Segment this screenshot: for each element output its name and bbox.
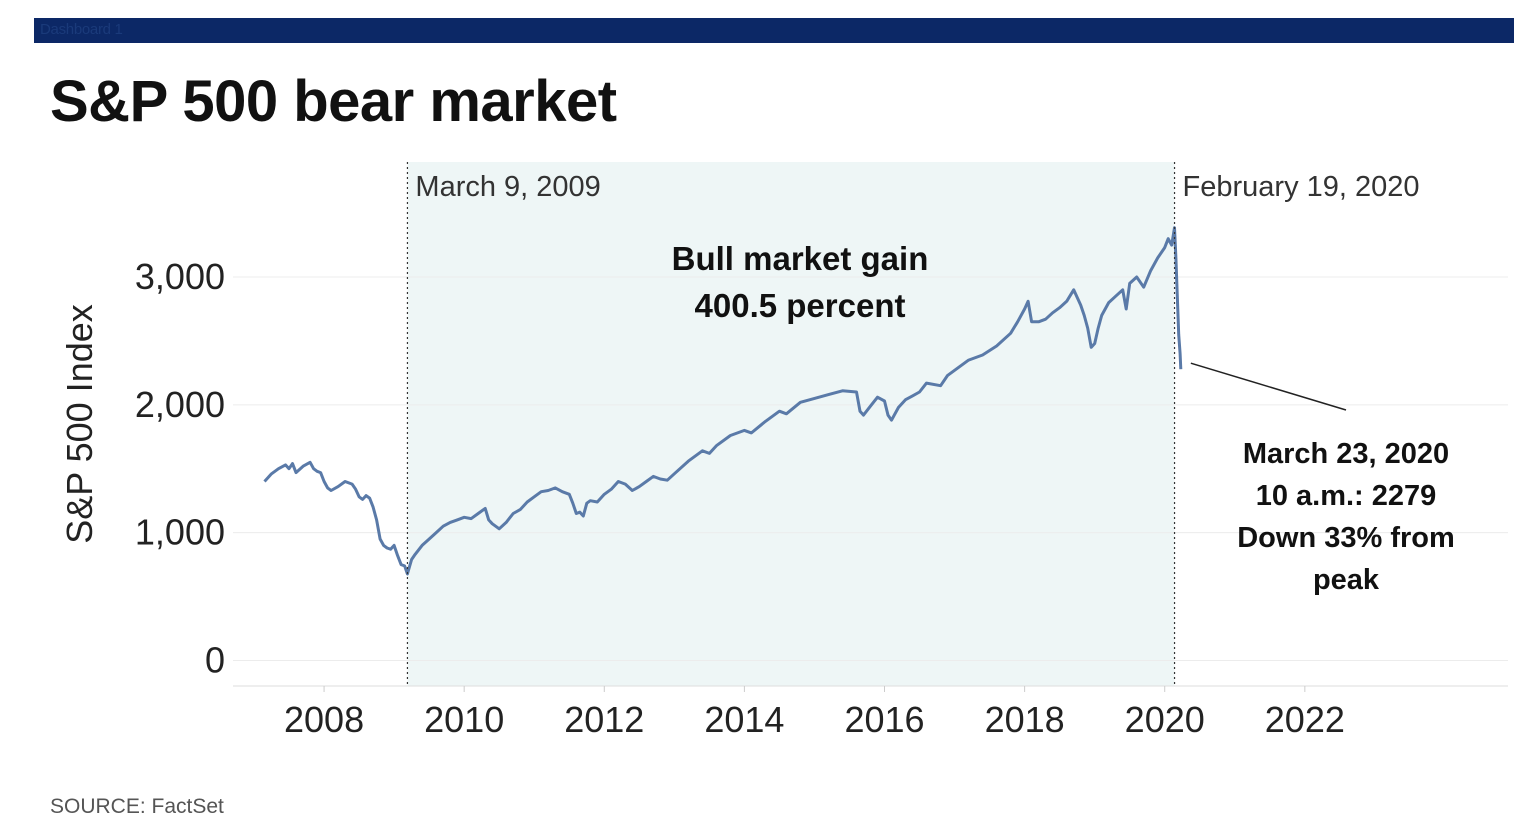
start-marker-label: March 9, 2009 [415,171,600,203]
dashboard-header-bar: Dashboard 1 [34,18,1514,43]
y-tick-label: 0 [205,639,225,680]
dashboard-label: Dashboard 1 [40,21,123,38]
x-tick-label: 2022 [1265,699,1345,740]
line-chart: 0 1,000 2,000 3,000 S&P 500 Index 2008 2010 201… [59,162,1508,740]
callout-text: peak [1313,564,1380,596]
bull-market-gain-text: Bull market gain [672,240,929,277]
x-tick-label: 2020 [1125,699,1205,740]
y-tick-label: 3,000 [135,256,225,297]
x-tick-label: 2016 [844,699,924,740]
bull-market-gain-text: 400.5 percent [695,287,906,324]
x-tick-label: 2012 [564,699,644,740]
x-tick-label: 2010 [424,699,504,740]
callout-text: March 23, 2020 [1243,438,1449,470]
sp500-price-line [263,226,1183,576]
callout-text: Down 33% from [1237,522,1455,554]
x-tick-label: 2014 [704,699,784,740]
y-axis-label: S&P 500 Index [59,304,100,544]
callout-text: 10 a.m.: 2279 [1256,480,1437,512]
x-tick-label: 2018 [985,699,1065,740]
source-note: SOURCE: FactSet [50,795,224,818]
chart-title: S&P 500 bear market [50,69,617,134]
y-tick-label: 2,000 [135,384,225,425]
y-tick-label: 1,000 [135,512,225,553]
bull-market-shaded-region [407,162,1175,686]
x-tick-label: 2008 [284,699,364,740]
end-marker-label: February 19, 2020 [1183,171,1420,203]
callout-connector-line [1190,362,1347,411]
end-marker-label-bg [1178,166,1469,206]
